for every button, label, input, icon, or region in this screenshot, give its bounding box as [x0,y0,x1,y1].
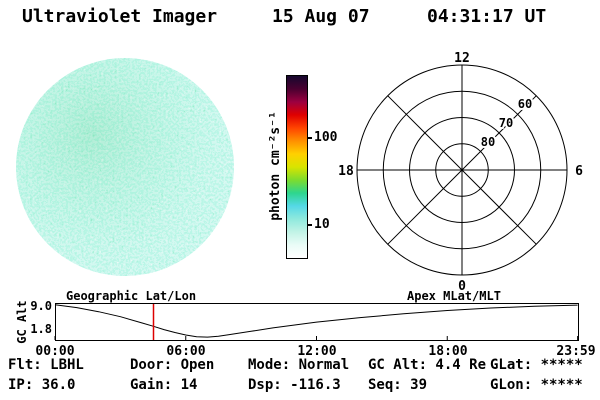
strip-chart [54,303,579,341]
colorbar-gradient [286,75,308,259]
status-flt: Flt: LBHL [8,357,84,373]
status-glat: GLat: ***** [490,357,583,373]
mlt-label-12: 12 [454,51,470,66]
uv-disk-image [16,58,234,276]
colorbar-tick-10: 10 [314,217,330,232]
colorbar-tick-100: 100 [314,130,338,145]
strip-chart-frame [55,303,579,341]
orbit-altitude-curve [54,304,578,338]
ring-label-80: 80 [481,135,495,149]
y-tick-1-8: 1.8 [30,322,52,336]
status-gain: Gain: 14 [130,377,198,393]
strip-label-apex: Apex MLat/MLT [407,289,501,303]
header-time: 04:31:17 UT [427,6,547,27]
colorbar-units-label: photon cm⁻²s⁻¹ [268,111,283,221]
status-dsp: Dsp: -116.3 [248,377,341,393]
x-tick-label-2: 12:00 [297,344,337,359]
status-door: Door: Open [130,357,215,373]
status-gc-alt: GC Alt: 4.4 Re [368,357,487,373]
mlt-label-18: 18 [338,164,354,179]
header-date: 15 Aug 07 [272,6,370,27]
mlt-label-0: 0 [458,279,466,294]
ring-label-70: 70 [499,116,513,130]
status-seq: Seq: 39 [368,377,428,393]
colorbar-tick-100-mark [307,137,312,139]
colorbar-tick-10-mark [307,224,312,226]
x-tick-label-0: 00:00 [35,344,75,359]
status-ip: IP: 36.0 [8,377,76,393]
x-axis-ticks [54,336,579,340]
y-tick-9: 9.0 [30,299,52,313]
status-glon: GLon: ***** [490,377,583,393]
x-tick-label-4: 23:59 [556,344,596,359]
x-tick-label-1: 06:00 [166,344,206,359]
x-tick-label-3: 18:00 [428,344,468,359]
polar-grid-lines [356,64,568,276]
ring-label-60: 60 [518,97,532,111]
mlt-label-6: 6 [575,164,583,179]
polar-plot: 60 70 80 12 0 18 6 [336,49,585,296]
strip-label-geographic: Geographic Lat/Lon [66,289,197,303]
status-mode: Mode: Normal [248,357,350,373]
page-title: Ultraviolet Imager [22,6,218,27]
